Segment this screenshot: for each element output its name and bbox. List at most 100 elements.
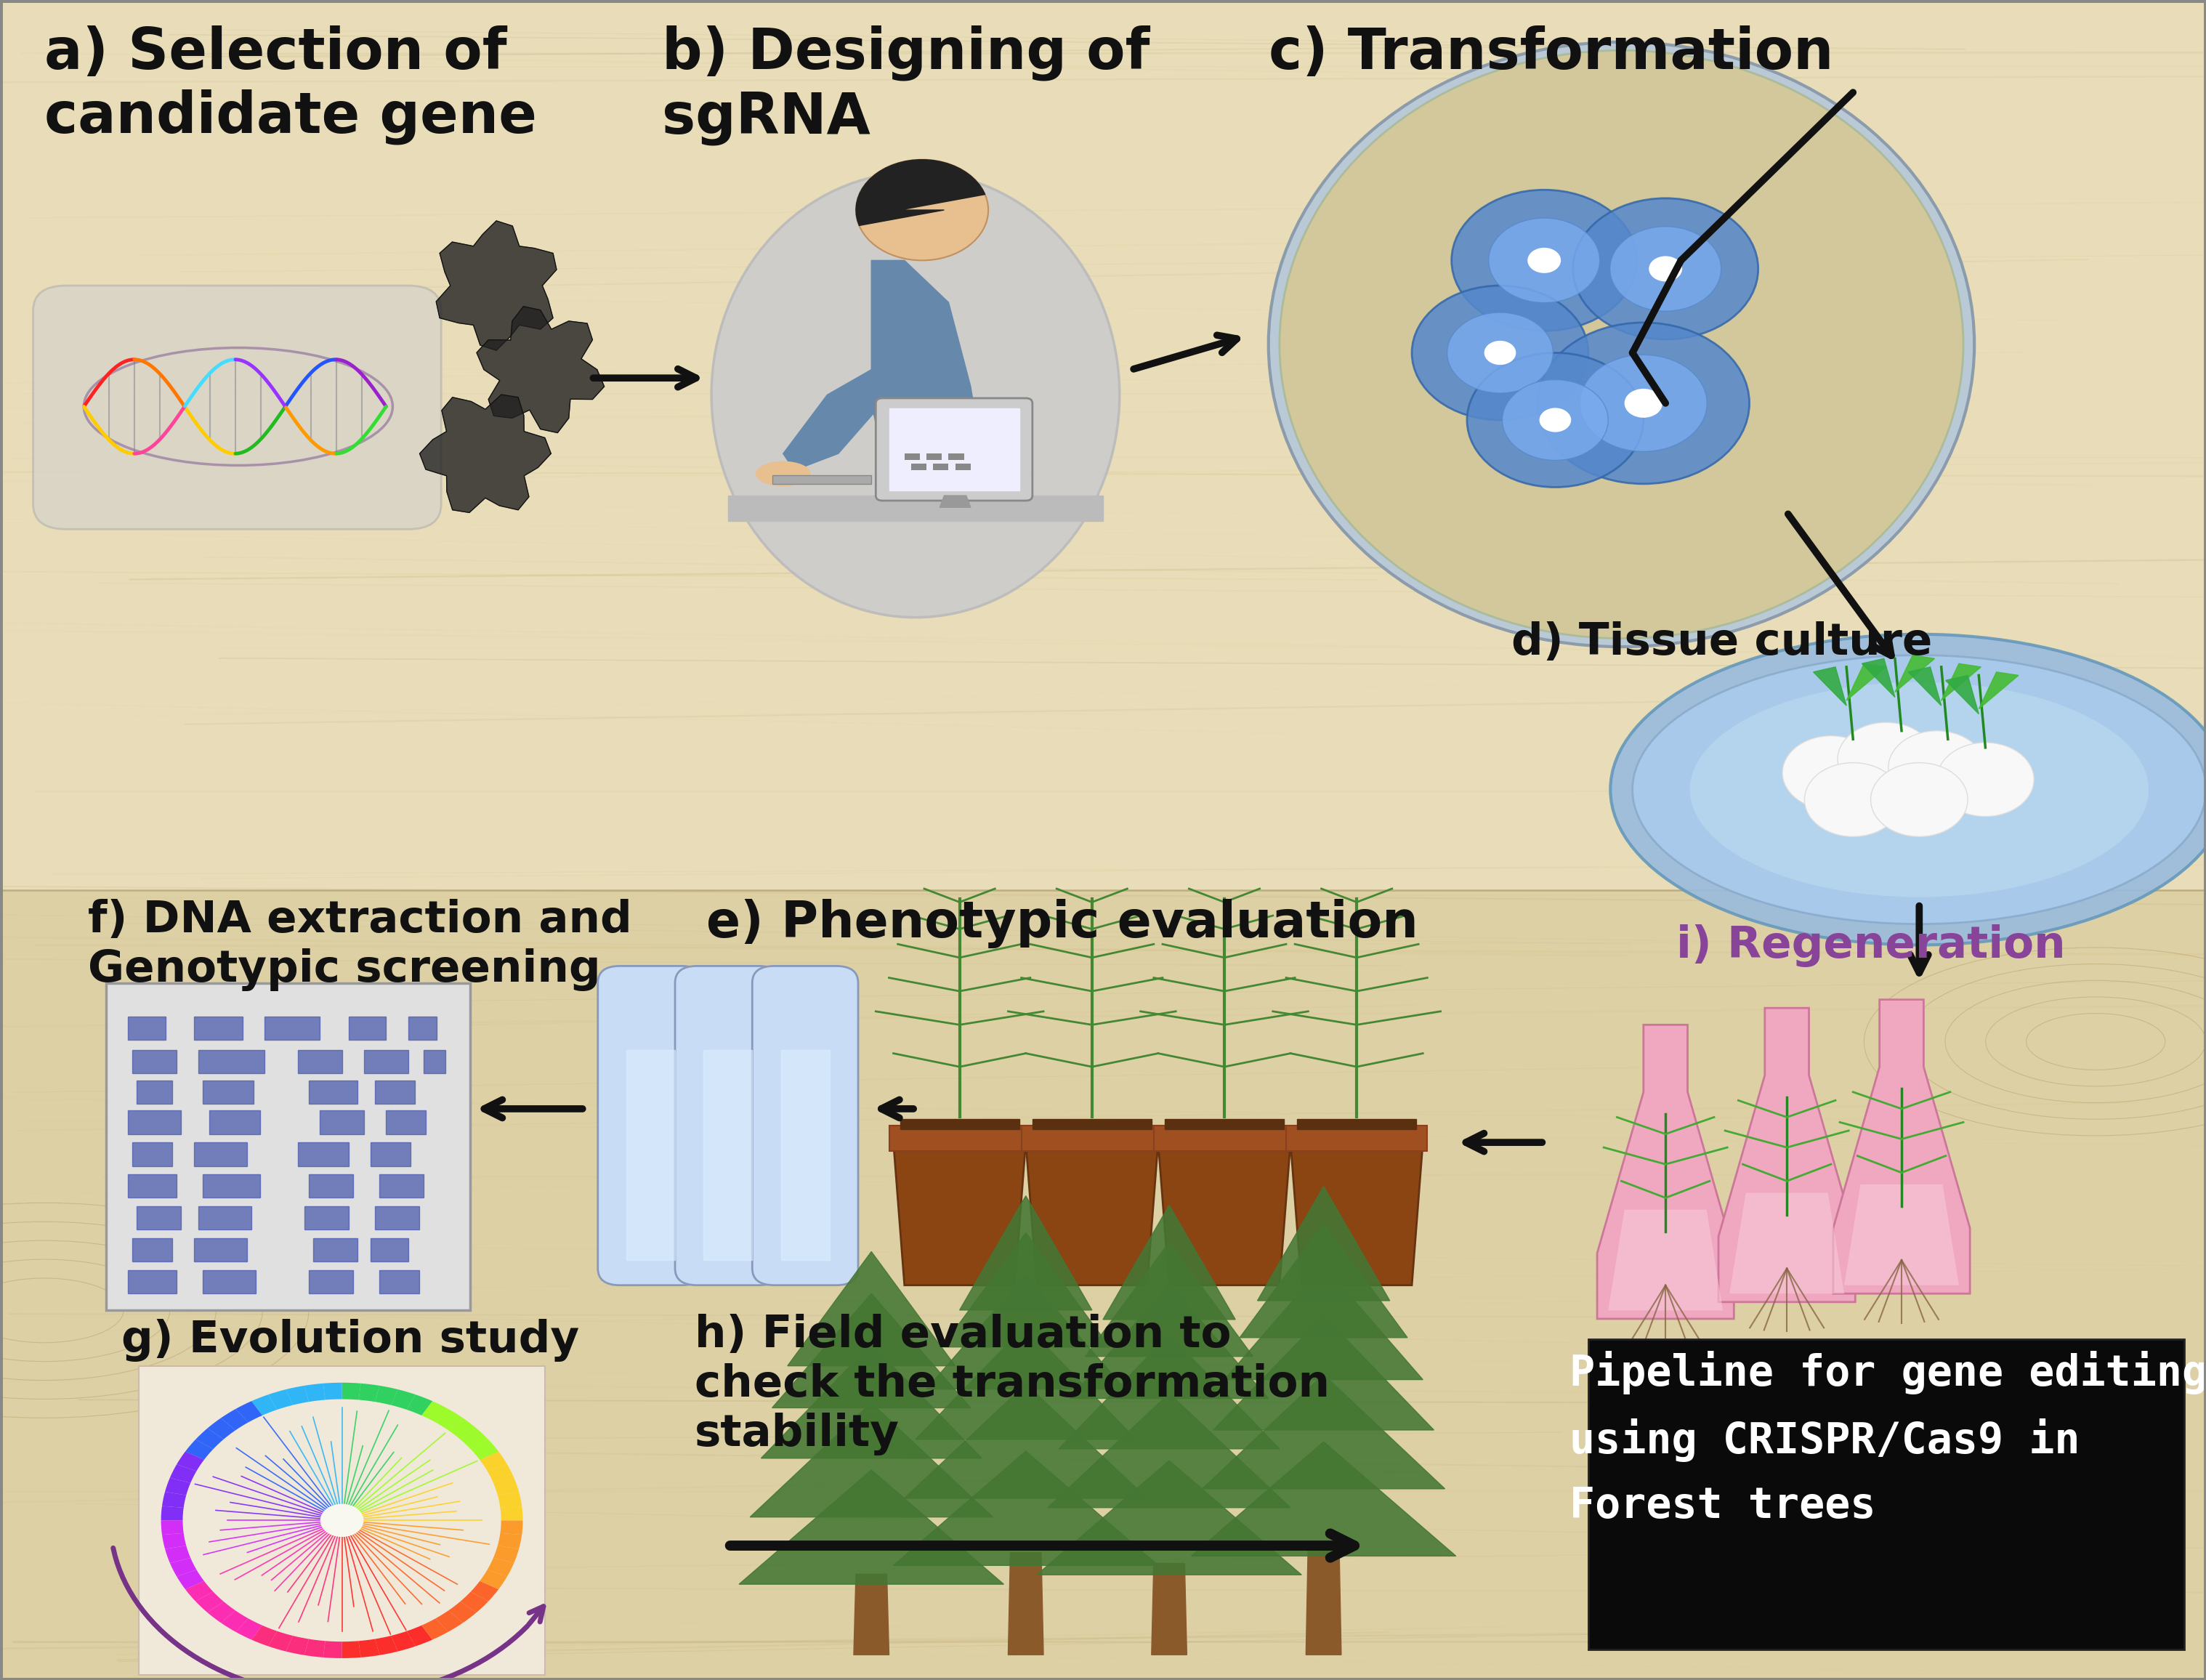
Polygon shape — [349, 1016, 386, 1040]
Polygon shape — [788, 1252, 955, 1366]
Polygon shape — [1202, 1374, 1445, 1488]
Wedge shape — [461, 1428, 488, 1450]
Circle shape — [1782, 736, 1880, 810]
Polygon shape — [476, 306, 604, 433]
Polygon shape — [761, 1344, 982, 1458]
Polygon shape — [1862, 659, 1895, 697]
Polygon shape — [942, 1233, 1110, 1347]
Polygon shape — [379, 1174, 424, 1198]
Polygon shape — [1608, 1210, 1723, 1310]
Circle shape — [1573, 198, 1758, 339]
Wedge shape — [488, 1557, 514, 1576]
Circle shape — [1489, 218, 1599, 302]
Wedge shape — [501, 1505, 523, 1520]
Polygon shape — [309, 1174, 353, 1198]
Polygon shape — [1048, 1393, 1291, 1507]
Polygon shape — [210, 1110, 260, 1134]
FancyBboxPatch shape — [675, 966, 781, 1285]
Wedge shape — [488, 1465, 514, 1483]
Wedge shape — [176, 1452, 205, 1472]
Polygon shape — [371, 1142, 410, 1166]
Polygon shape — [781, 1050, 829, 1260]
Polygon shape — [960, 1196, 1092, 1310]
Polygon shape — [893, 1142, 1026, 1285]
Polygon shape — [128, 1110, 181, 1134]
Circle shape — [1452, 190, 1637, 331]
Polygon shape — [1846, 664, 1886, 701]
Wedge shape — [435, 1611, 463, 1631]
Polygon shape — [1833, 1000, 1970, 1294]
Polygon shape — [1946, 675, 1979, 714]
Polygon shape — [132, 1050, 176, 1074]
Ellipse shape — [1610, 633, 2206, 944]
Wedge shape — [251, 1625, 278, 1646]
Wedge shape — [236, 1618, 263, 1640]
Wedge shape — [196, 1428, 223, 1450]
Polygon shape — [194, 1016, 243, 1040]
Polygon shape — [1306, 1542, 1341, 1655]
Bar — [889, 1126, 1030, 1151]
Circle shape — [1527, 247, 1562, 274]
FancyBboxPatch shape — [33, 286, 441, 529]
Polygon shape — [889, 408, 1019, 491]
Circle shape — [1485, 341, 1516, 365]
Polygon shape — [854, 1574, 889, 1655]
FancyBboxPatch shape — [139, 1366, 545, 1675]
Polygon shape — [1941, 664, 1981, 701]
Polygon shape — [371, 1238, 408, 1262]
Polygon shape — [871, 260, 982, 487]
Ellipse shape — [754, 462, 812, 487]
Polygon shape — [772, 475, 871, 484]
Polygon shape — [320, 1110, 364, 1134]
Polygon shape — [772, 1294, 971, 1408]
Polygon shape — [375, 1206, 419, 1230]
Circle shape — [1624, 388, 1663, 418]
Polygon shape — [1191, 1441, 1456, 1556]
Wedge shape — [479, 1452, 507, 1472]
Polygon shape — [128, 1016, 165, 1040]
Polygon shape — [1597, 1025, 1734, 1319]
Wedge shape — [494, 1478, 518, 1495]
Wedge shape — [251, 1394, 278, 1416]
Wedge shape — [499, 1534, 523, 1549]
Polygon shape — [379, 1270, 419, 1294]
Polygon shape — [132, 1142, 172, 1166]
Bar — [927, 454, 942, 460]
Wedge shape — [269, 1389, 293, 1410]
Polygon shape — [1032, 1119, 1152, 1129]
Text: a) Selection of
candidate gene: a) Selection of candidate gene — [44, 25, 536, 144]
Polygon shape — [1813, 667, 1846, 706]
Wedge shape — [494, 1546, 518, 1562]
Wedge shape — [304, 1383, 324, 1401]
Wedge shape — [448, 1418, 476, 1440]
Polygon shape — [298, 1142, 349, 1166]
Polygon shape — [1026, 1142, 1158, 1285]
Wedge shape — [322, 1383, 342, 1399]
Polygon shape — [1103, 1205, 1235, 1319]
Polygon shape — [1895, 655, 1935, 692]
Wedge shape — [406, 1625, 432, 1646]
Circle shape — [1871, 763, 1968, 837]
Polygon shape — [1291, 1142, 1423, 1285]
Bar — [904, 454, 920, 460]
Circle shape — [1538, 323, 1749, 484]
Polygon shape — [304, 1206, 349, 1230]
Bar — [1021, 1126, 1163, 1151]
Bar — [911, 464, 927, 470]
Wedge shape — [342, 1641, 362, 1658]
Polygon shape — [739, 1470, 1004, 1584]
Polygon shape — [1240, 1223, 1407, 1337]
Circle shape — [1447, 312, 1553, 393]
Wedge shape — [207, 1601, 236, 1623]
Bar — [933, 464, 949, 470]
Polygon shape — [309, 1080, 357, 1104]
Text: e) Phenotypic evaluation: e) Phenotypic evaluation — [706, 899, 1418, 948]
Polygon shape — [1979, 672, 2018, 709]
Polygon shape — [893, 1452, 1158, 1566]
Wedge shape — [390, 1631, 415, 1651]
Bar — [0, 890, 2206, 1680]
Wedge shape — [236, 1401, 263, 1423]
Text: c) Transformation: c) Transformation — [1268, 25, 1833, 81]
Polygon shape — [1008, 1552, 1043, 1655]
Wedge shape — [421, 1401, 448, 1423]
